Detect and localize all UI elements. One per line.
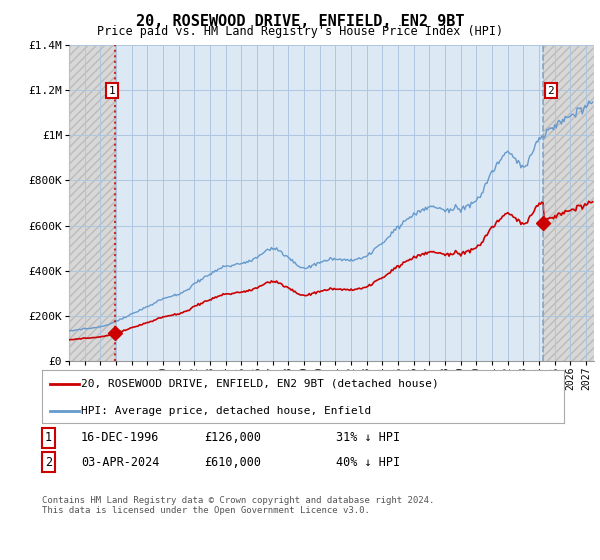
Text: 20, ROSEWOOD DRIVE, ENFIELD, EN2 9BT: 20, ROSEWOOD DRIVE, ENFIELD, EN2 9BT bbox=[136, 14, 464, 29]
Text: 16-DEC-1996: 16-DEC-1996 bbox=[81, 431, 160, 445]
Text: HPI: Average price, detached house, Enfield: HPI: Average price, detached house, Enfi… bbox=[81, 406, 371, 416]
Text: 40% ↓ HPI: 40% ↓ HPI bbox=[336, 455, 400, 469]
Text: 1: 1 bbox=[45, 431, 52, 445]
Text: 2: 2 bbox=[45, 455, 52, 469]
Text: Contains HM Land Registry data © Crown copyright and database right 2024.
This d: Contains HM Land Registry data © Crown c… bbox=[42, 496, 434, 515]
Text: £126,000: £126,000 bbox=[204, 431, 261, 445]
Text: 03-APR-2024: 03-APR-2024 bbox=[81, 455, 160, 469]
Bar bbox=[543, 45, 594, 361]
Text: Price paid vs. HM Land Registry's House Price Index (HPI): Price paid vs. HM Land Registry's House … bbox=[97, 25, 503, 38]
Text: 20, ROSEWOOD DRIVE, ENFIELD, EN2 9BT (detached house): 20, ROSEWOOD DRIVE, ENFIELD, EN2 9BT (de… bbox=[81, 379, 439, 389]
Text: 1: 1 bbox=[109, 86, 116, 96]
Text: 2: 2 bbox=[548, 86, 554, 96]
Bar bbox=[69, 45, 115, 361]
Text: 31% ↓ HPI: 31% ↓ HPI bbox=[336, 431, 400, 445]
Text: £610,000: £610,000 bbox=[204, 455, 261, 469]
